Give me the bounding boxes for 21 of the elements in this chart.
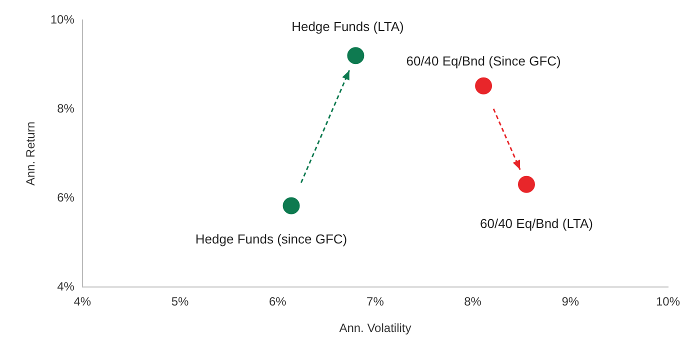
x-tick-label: 6% <box>268 294 287 309</box>
x-tick-label: 10% <box>656 294 680 309</box>
x-tick-label: 7% <box>366 294 384 309</box>
x-tick-label: 9% <box>562 294 580 309</box>
y-tick-label: 10% <box>50 12 75 26</box>
x-axis-title: Ann. Volatility <box>339 321 412 336</box>
y-axis-title: Ann. Return <box>24 122 38 186</box>
x-tick-label: 8% <box>464 294 482 309</box>
point <box>518 176 535 193</box>
annotation: Hedge Funds (since GFC) <box>195 231 348 246</box>
annotation: Hedge Funds (LTA) <box>292 19 404 34</box>
point <box>475 77 492 94</box>
y-tick-label: 6% <box>57 190 75 204</box>
y-tick-label: 8% <box>57 101 75 116</box>
point <box>282 197 300 214</box>
annotation: 60/40 Eq/Bnd (LTA) <box>480 216 593 231</box>
y-tick-label: 4% <box>57 280 75 294</box>
x-tick-label: 5% <box>171 294 190 309</box>
point <box>347 47 364 64</box>
annotation: 60/40 Eq/Bnd (Since GFC) <box>406 53 561 68</box>
x-tick-label: 4% <box>74 294 92 309</box>
